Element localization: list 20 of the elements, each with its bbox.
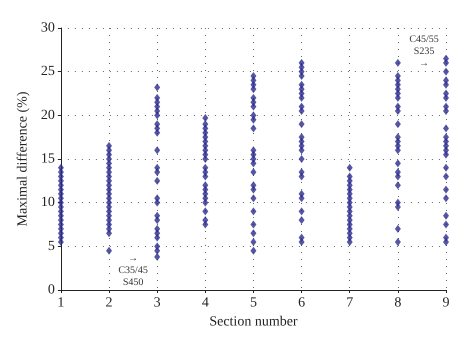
y-axis-title: Maximal difference (%) [16, 91, 30, 227]
annotation: → C35/45 S450 [118, 252, 148, 288]
x-tick-label: 7 [346, 296, 354, 310]
x-tick-label: 2 [106, 296, 113, 310]
x-tick-label: 4 [202, 296, 209, 310]
y-tick-label: 25 [40, 64, 55, 80]
x-tick-label: 6 [298, 296, 306, 310]
y-tick-label: 20 [40, 108, 55, 123]
x-axis-title: Section number [209, 314, 298, 330]
x-tick-label: 3 [154, 296, 161, 310]
y-tick-label: 10 [40, 195, 55, 210]
x-tick-label: 9 [442, 296, 450, 310]
x-tick-label: 1 [57, 296, 64, 310]
y-tick-label: 30 [40, 20, 55, 36]
x-tick-label: 5 [250, 296, 257, 310]
y-tick-label: 5 [48, 238, 55, 254]
y-tick-label: 0 [48, 282, 55, 298]
annotation: C45/55 S235 → [409, 34, 439, 70]
x-tick-label: 8 [394, 296, 402, 310]
y-tick-label: 15 [40, 152, 55, 166]
